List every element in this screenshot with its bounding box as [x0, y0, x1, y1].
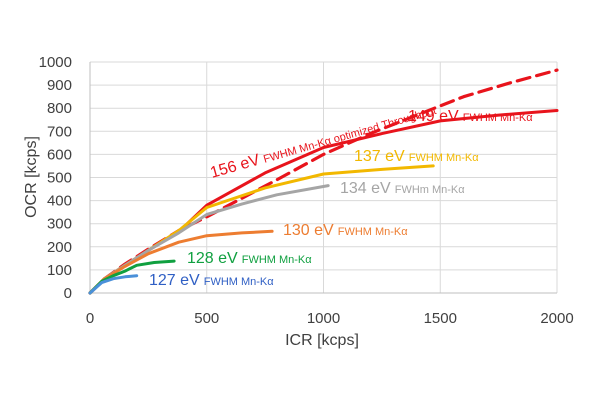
y-tick-label: 700	[47, 123, 72, 140]
y-tick-label: 600	[47, 146, 72, 163]
annotation-5: 128 eV FWHM Mn-Kα	[187, 250, 312, 267]
tick-labels: 0 100 200 300 400 500 600 700 800 900 1000 0 500 1000…	[39, 54, 574, 327]
annotation-4: 130 eV FWHM Mn-Kα	[283, 222, 408, 239]
x-tick-label: 2000	[540, 310, 573, 327]
y-tick-label: 500	[47, 170, 72, 187]
annotation-value: 130 eV	[283, 222, 334, 239]
annotation-unit: FWHM Mn-Kα	[338, 226, 409, 238]
annotation-1: 149 eV FWHM Mn-Kα	[408, 108, 533, 125]
y-tick-label: 400	[47, 193, 72, 210]
annotation-unit: FWHM Mn-Kα	[409, 152, 480, 164]
y-tick-label: 800	[47, 100, 72, 117]
annotation-value: 128 eV	[187, 250, 238, 267]
grid	[90, 61, 558, 293]
annotation-6: 127 eV FWHM Mn-Kα	[149, 272, 274, 289]
annotation-unit: FWHM Mn-Kα	[204, 276, 275, 288]
x-axis-title: ICR [kcps]	[285, 332, 359, 349]
y-tick-label: 300	[47, 216, 72, 233]
y-tick-label: 900	[47, 77, 72, 94]
axes	[89, 62, 557, 294]
x-tick-label: 1500	[424, 310, 457, 327]
annotation-unit: FWHM Mn-Kα	[463, 112, 534, 124]
y-tick-label: 0	[64, 285, 72, 302]
y-tick-label: 100	[47, 262, 72, 279]
series-lines	[88, 68, 559, 295]
annotation-unit: FWHM Mn-Kα	[242, 254, 313, 266]
annotation-2: 137 eV FWHM Mn-Kα	[354, 148, 479, 165]
annotation-value: 127 eV	[149, 272, 200, 289]
annotation-value: 134 eV	[340, 180, 391, 197]
annotation-3: 134 eV FWHm Mn-Kα	[340, 180, 465, 197]
x-tick-label: 500	[194, 310, 219, 327]
annotation-value: 137 eV	[354, 148, 405, 165]
y-axis-title: OCR [kcps]	[23, 136, 40, 218]
series-line-6	[88, 274, 139, 295]
x-tick-label: 1000	[307, 310, 340, 327]
y-tick-label: 200	[47, 239, 72, 256]
x-tick-label: 0	[86, 310, 94, 327]
annotation-value: 149 eV	[408, 108, 459, 125]
annotation-unit: FWHm Mn-Kα	[395, 184, 466, 196]
y-tick-label: 1000	[39, 54, 72, 71]
